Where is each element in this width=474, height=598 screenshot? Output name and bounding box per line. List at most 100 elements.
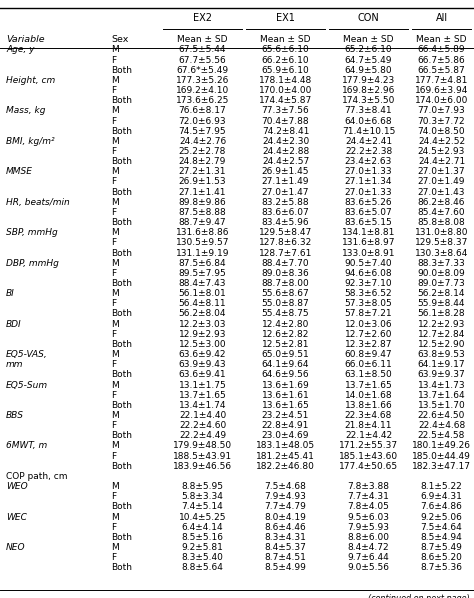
Text: 74.5±7.95: 74.5±7.95 [179,127,226,136]
Text: Both: Both [111,401,132,410]
Text: 88.7±9.47: 88.7±9.47 [179,218,226,227]
Text: 86.2±8.46: 86.2±8.46 [418,198,465,207]
Text: 70.4±7.88: 70.4±7.88 [262,117,310,126]
Text: 8.8±5.64: 8.8±5.64 [182,563,223,572]
Text: 6.4±4.14: 6.4±4.14 [182,523,223,532]
Text: 27.2±1.31: 27.2±1.31 [179,167,226,176]
Text: 67.6*±5.49: 67.6*±5.49 [176,66,228,75]
Text: Both: Both [111,502,132,511]
Text: 90.5±7.40: 90.5±7.40 [345,259,392,268]
Text: 88.7±8.00: 88.7±8.00 [262,279,310,288]
Text: 24.4±2.76: 24.4±2.76 [179,137,226,146]
Text: M: M [111,106,119,115]
Text: 27.0±1.49: 27.0±1.49 [418,178,465,187]
Text: 23.4±2.63: 23.4±2.63 [345,157,392,166]
Text: 27.0±1.43: 27.0±1.43 [418,188,465,197]
Text: 64.1±9.64: 64.1±9.64 [262,360,309,369]
Text: Age, y: Age, y [6,45,35,54]
Text: 27.1±1.49: 27.1±1.49 [262,178,309,187]
Text: 24.4±2.30: 24.4±2.30 [262,137,309,146]
Text: 58.3±6.52: 58.3±6.52 [345,289,392,298]
Text: 8.8±5.95: 8.8±5.95 [182,482,224,491]
Text: 13.7±1.65: 13.7±1.65 [179,390,227,399]
Text: 13.6±1.65: 13.6±1.65 [262,401,310,410]
Text: Both: Both [111,66,132,75]
Text: 12.7±2.84: 12.7±2.84 [418,329,465,338]
Text: 24.4±2.41: 24.4±2.41 [345,137,392,146]
Text: 88.3±7.33: 88.3±7.33 [418,259,465,268]
Text: 77.3±8.41: 77.3±8.41 [345,106,392,115]
Text: 13.7±1.64: 13.7±1.64 [418,390,465,399]
Text: 7.4±5.14: 7.4±5.14 [182,502,223,511]
Text: 27.0±1.37: 27.0±1.37 [418,167,465,176]
Text: 94.6±6.08: 94.6±6.08 [345,269,392,278]
Text: Both: Both [111,96,132,105]
Text: 57.3±8.05: 57.3±8.05 [345,300,392,309]
Text: 8.0±4.19: 8.0±4.19 [264,512,306,521]
Text: Mean ± SD: Mean ± SD [416,35,467,44]
Text: 21.8±4.11: 21.8±4.11 [345,421,392,430]
Text: F: F [111,451,116,460]
Text: 183.9±46.56: 183.9±46.56 [173,462,232,471]
Text: COP path, cm: COP path, cm [6,472,67,481]
Text: Both: Both [111,188,132,197]
Text: Both: Both [111,533,132,542]
Text: Both: Both [111,462,132,471]
Text: Both: Both [111,340,132,349]
Text: 181.2±45.41: 181.2±45.41 [256,451,315,460]
Text: 25.2±2.78: 25.2±2.78 [179,147,226,156]
Text: Both: Both [111,127,132,136]
Text: Both: Both [111,431,132,440]
Text: 22.3±4.68: 22.3±4.68 [345,411,392,420]
Text: 171.2±55.37: 171.2±55.37 [339,441,398,450]
Text: 63.9±9.37: 63.9±9.37 [418,370,465,379]
Text: M: M [111,167,119,176]
Text: 13.4±1.74: 13.4±1.74 [179,401,226,410]
Text: 169.2±4.10: 169.2±4.10 [176,86,229,95]
Text: 24.4±2.57: 24.4±2.57 [262,157,309,166]
Text: 27.1±1.34: 27.1±1.34 [345,178,392,187]
Text: 65.0±9.51: 65.0±9.51 [262,350,310,359]
Text: 89.5±7.95: 89.5±7.95 [179,269,227,278]
Text: 174.4±5.87: 174.4±5.87 [259,96,312,105]
Text: Both: Both [111,249,132,258]
Text: 131.1±9.19: 131.1±9.19 [176,249,229,258]
Text: 9.2±5.81: 9.2±5.81 [182,543,223,552]
Text: 174.3±5.50: 174.3±5.50 [342,96,395,105]
Text: 8.3±4.31: 8.3±4.31 [264,533,306,542]
Text: 23.0±4.69: 23.0±4.69 [262,431,309,440]
Text: EQ5-Sum: EQ5-Sum [6,380,48,389]
Text: 6MWT, m: 6MWT, m [6,441,47,450]
Text: 133.0±8.91: 133.0±8.91 [342,249,395,258]
Text: 71.4±10.15: 71.4±10.15 [342,127,395,136]
Text: 89.0±7.73: 89.0±7.73 [418,279,465,288]
Text: 12.5±2.81: 12.5±2.81 [262,340,309,349]
Text: M: M [111,350,119,359]
Text: 63.9±9.43: 63.9±9.43 [179,360,226,369]
Text: 188.5±43.91: 188.5±43.91 [173,451,232,460]
Text: 169.8±2.96: 169.8±2.96 [342,86,395,95]
Text: 128.7±7.61: 128.7±7.61 [259,249,312,258]
Text: 83.6±6.07: 83.6±6.07 [262,208,310,217]
Text: 65.2±6.10: 65.2±6.10 [345,45,392,54]
Text: 13.5±1.70: 13.5±1.70 [418,401,465,410]
Text: 66.7±5.86: 66.7±5.86 [418,56,465,65]
Text: F: F [111,390,116,399]
Text: F: F [111,360,116,369]
Text: 74.2±8.41: 74.2±8.41 [262,127,309,136]
Text: 55.6±8.67: 55.6±8.67 [262,289,310,298]
Text: 26.9±1.53: 26.9±1.53 [179,178,226,187]
Text: 14.0±1.68: 14.0±1.68 [345,390,392,399]
Text: 12.2±3.03: 12.2±3.03 [179,319,226,329]
Text: 8.4±5.37: 8.4±5.37 [264,543,306,552]
Text: 63.6±9.41: 63.6±9.41 [179,370,226,379]
Text: M: M [111,380,119,389]
Text: 169.6±3.94: 169.6±3.94 [415,86,468,95]
Text: 66.5±5.87: 66.5±5.87 [418,66,465,75]
Text: 12.9±2.93: 12.9±2.93 [179,329,226,338]
Text: 76.6±8.17: 76.6±8.17 [179,106,227,115]
Text: F: F [111,553,116,562]
Text: 131.6±8.86: 131.6±8.86 [176,228,229,237]
Text: M: M [111,441,119,450]
Text: 7.8±4.05: 7.8±4.05 [347,502,390,511]
